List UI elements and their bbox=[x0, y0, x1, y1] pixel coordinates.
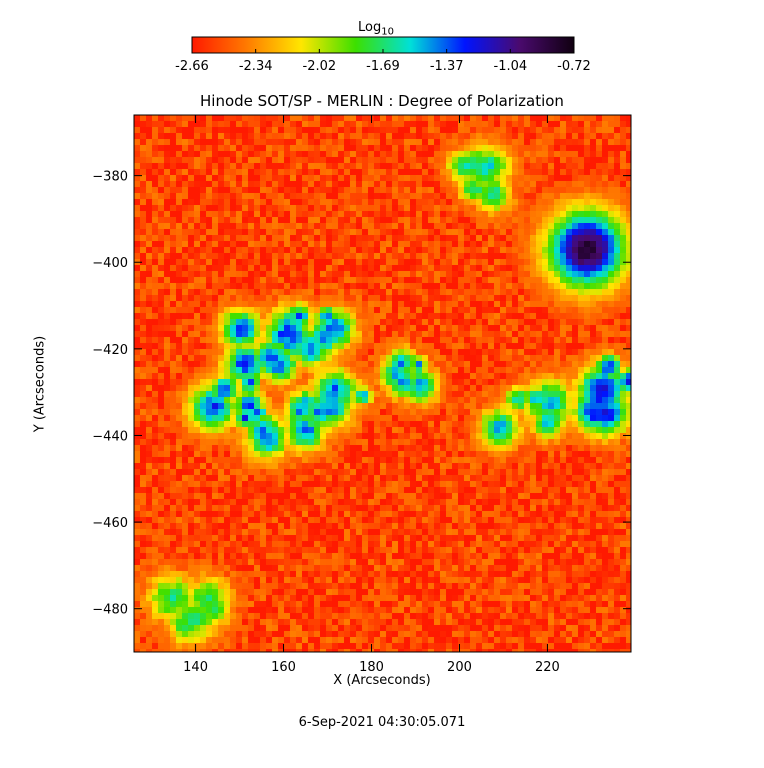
colorbar-label: Log10 bbox=[358, 20, 394, 38]
y-tick-label: −420 bbox=[92, 343, 128, 358]
axes: 140 160 180 200 220 −380 −400 −420 −440 −460 −480 bbox=[92, 114, 632, 675]
colorbar-tick-label: -0.72 bbox=[557, 59, 591, 74]
colorbar-tick-label: -2.02 bbox=[303, 59, 337, 74]
x-tick-label: 160 bbox=[271, 660, 296, 675]
chart-title: Hinode SOT/SP - MERLIN : Degree of Polar… bbox=[200, 92, 564, 110]
y-tick-label: −460 bbox=[92, 516, 128, 531]
colorbar-tick-label: -1.37 bbox=[430, 59, 464, 74]
colorbar: -2.66 -2.34 -2.02 -1.69 -1.37 -1.04 -0.72 bbox=[175, 36, 591, 74]
y-tick-label: −440 bbox=[92, 429, 128, 444]
plot-frame bbox=[133, 114, 632, 653]
x-tick-label: 140 bbox=[183, 660, 208, 675]
x-axis-label: X (Arcseconds) bbox=[333, 673, 431, 688]
colorbar-tick-label: -1.69 bbox=[366, 59, 400, 74]
heatmap bbox=[134, 115, 632, 653]
y-tick-label: −480 bbox=[92, 603, 128, 618]
y-tick-label: −380 bbox=[92, 170, 128, 185]
observation-timestamp: 6-Sep-2021 04:30:05.071 bbox=[298, 715, 466, 730]
x-tick-label: 220 bbox=[535, 660, 560, 675]
x-tick-label: 200 bbox=[447, 660, 472, 675]
y-tick-label: −400 bbox=[92, 256, 128, 271]
colorbar-tick-label: -2.34 bbox=[239, 59, 273, 74]
y-axis-label: Y (Arcseconds) bbox=[32, 335, 48, 433]
colorbar-tick-label: -2.66 bbox=[175, 59, 209, 74]
colorbar-tick-label: -1.04 bbox=[494, 59, 528, 74]
x-tick-label: 180 bbox=[359, 660, 384, 675]
